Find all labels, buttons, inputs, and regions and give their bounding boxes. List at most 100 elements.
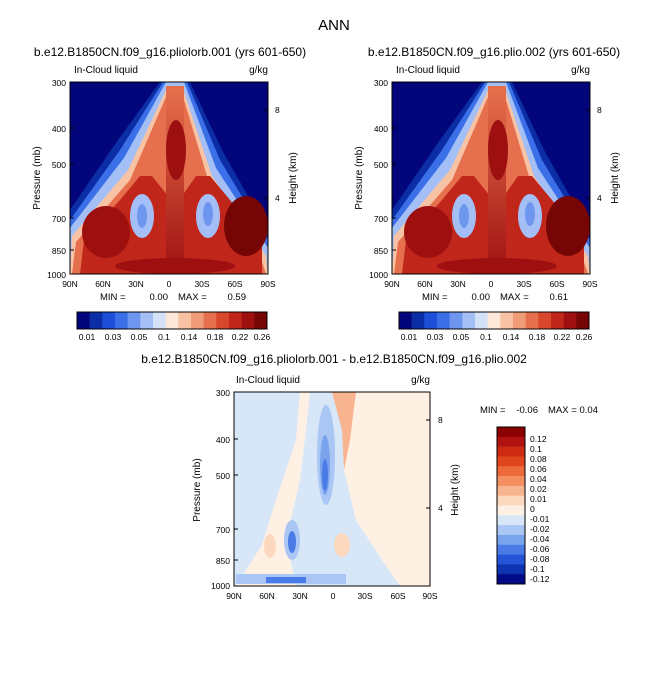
panel-2-y-tick-right: 4 [597, 193, 602, 203]
panel-3-contour-field [234, 392, 430, 586]
panel-2-contour-max [546, 196, 590, 256]
panel-3-contour-region [266, 577, 306, 583]
panel-1-colorbar-label: 0.22 [232, 332, 249, 342]
panel-3-colorbar-label: -0.08 [530, 554, 550, 564]
panel-2-y-tick: 700 [374, 214, 388, 224]
panel-3-x-tick: 30S [357, 591, 372, 601]
panel-3-colorbar-label: 0 [530, 504, 535, 514]
panel-3-colorbar-label: -0.04 [530, 534, 550, 544]
panel-3-contour-region [334, 533, 350, 557]
panel-2-contour-max [488, 120, 508, 180]
panel-3-contour-region [286, 392, 400, 586]
colorbar-swatch [127, 312, 141, 329]
panel-2-ylabel: Pressure (mb) [354, 146, 365, 209]
colorbar-swatch [497, 436, 525, 447]
panel-1-x-tick: 0 [167, 279, 172, 289]
panel-3: b.e12.B1850CN.f09_g16.pliolorb.001 - b.e… [141, 352, 598, 601]
panel-1-x-tick: 30N [128, 279, 144, 289]
panel-1-max-value: 0.59 [228, 292, 247, 303]
panel-2-min-label: MIN = [422, 292, 448, 303]
panel-2-colorbar-label: 0.22 [554, 332, 571, 342]
panel-1-y-tick: 850 [52, 246, 66, 256]
colorbar-swatch [89, 312, 103, 329]
colorbar-swatch [497, 485, 525, 496]
panel-2-colorbar-label: 0.1 [480, 332, 492, 342]
panel-3-min-value: -0.06 [516, 405, 538, 416]
colorbar-swatch [115, 312, 128, 329]
colorbar-swatch [399, 312, 412, 329]
colorbar-swatch [241, 312, 255, 329]
panel-3-colorbar-label: -0.06 [530, 544, 550, 554]
panel-2-y-tick-right: 8 [597, 105, 602, 115]
panel-3-y-tick: 500 [216, 471, 230, 481]
panel-2-contour-pocket [459, 204, 469, 228]
colorbar-swatch [254, 312, 268, 329]
colorbar-swatch [538, 312, 552, 329]
panel-3-colorbar [496, 426, 526, 585]
colorbar-swatch [424, 312, 438, 329]
panel-2-y-tick: 850 [374, 246, 388, 256]
panel-2-contour-pocket [525, 202, 535, 226]
panel-1-y-tick: 700 [52, 214, 66, 224]
panel-1-y-tick-right: 8 [275, 105, 280, 115]
panel-2-contour-core [488, 86, 506, 274]
colorbar-swatch [77, 312, 90, 329]
colorbar-swatch [203, 312, 217, 329]
panel-1-x-ticks: 90N 60N 30N 0 30S 60S 90S [62, 279, 276, 289]
panel-1-colorbar-label: 0.1 [158, 332, 170, 342]
colorbar-swatch [497, 495, 525, 506]
panel-1-contour-max [166, 120, 186, 180]
panel-3-title: b.e12.B1850CN.f09_g16.pliolorb.001 - b.e… [141, 352, 527, 366]
colorbar-swatch [500, 312, 514, 329]
panel-3-x-tick: 90N [226, 591, 242, 601]
colorbar-swatch [191, 312, 204, 329]
panel-3-colorbar-label: 0.08 [530, 454, 547, 464]
colorbar-swatch [153, 312, 166, 329]
colorbar-swatch [497, 534, 525, 546]
panel-1-colorbar-label: 0.05 [131, 332, 148, 342]
panel-3-max-label: MAX = [548, 405, 577, 416]
panel-1-colorbar-label: 0.03 [105, 332, 122, 342]
panel-3-x-tick: 0 [331, 591, 336, 601]
panel-3-colorbar-label: 0.12 [530, 434, 547, 444]
panel-2-y-tickmarks [392, 81, 590, 251]
panel-3-colorbar-label: -0.02 [530, 524, 550, 534]
panel-1-colorbar-label: 0.14 [181, 332, 198, 342]
panel-3-colorbar-label: 0.04 [530, 474, 547, 484]
colorbar-swatch [497, 574, 525, 585]
panel-1-y-tick: 500 [52, 160, 66, 170]
panel-2-colorbar-label: 0.26 [576, 332, 593, 342]
panel-1-x-tick: 90N [62, 279, 78, 289]
panel-3-colorbar-labels: 0.12 0.1 0.08 0.06 0.04 0.02 0.01 0 -0.0… [530, 434, 550, 584]
panel-2-colorbar-label: 0.14 [503, 332, 520, 342]
colorbar-swatch [497, 505, 525, 516]
panel-3-contour-region [288, 531, 296, 553]
panel-3-units: g/kg [411, 375, 430, 386]
panel-3-x-tick: 60N [259, 591, 275, 601]
panel-3-contour-region [234, 392, 300, 586]
panel-2-max-label: MAX = [500, 292, 529, 303]
colorbar-frame [76, 311, 268, 330]
panel-1-colorbar-label: 0.01 [79, 332, 96, 342]
panel-3-variable-label: In-Cloud liquid [236, 375, 300, 386]
panel-3-x-ticks: 90N 60N 30N 0 30S 60S 90S [226, 591, 438, 601]
panel-1-contour-core [166, 86, 184, 274]
panel-1-contour-max [224, 196, 268, 256]
panel-2-colorbar-label: 0.03 [427, 332, 444, 342]
panel-1-contour-field [70, 82, 268, 274]
colorbar-swatch [449, 312, 463, 329]
panel-3-frame [233, 391, 431, 587]
panel-3-colorbar-label: -0.1 [530, 564, 545, 574]
panel-3-y-tick: 400 [216, 435, 230, 445]
panel-3-y-tick: 1000 [211, 581, 230, 591]
panel-2-colorbar-label: 0.01 [401, 332, 418, 342]
panel-1-units: g/kg [249, 65, 268, 76]
panel-2-contour-field [392, 82, 590, 274]
panel-2-x-tick: 90S [582, 279, 597, 289]
colorbar-swatch [497, 525, 525, 536]
panel-3-colorbar-label: 0.06 [530, 464, 547, 474]
panel-3-colorbar-label: -0.12 [530, 574, 550, 584]
panel-2-x-tick: 30S [516, 279, 531, 289]
panel-2-y-tick: 300 [374, 78, 388, 88]
